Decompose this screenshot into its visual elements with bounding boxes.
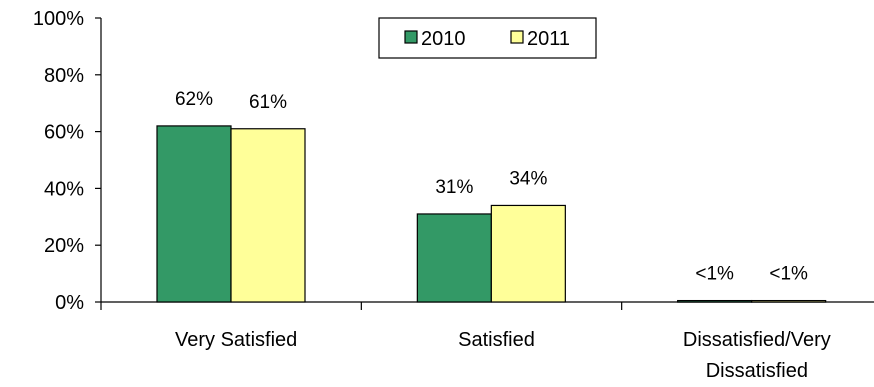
x-category-label-line: Dissatisfied	[706, 360, 808, 382]
legend-swatch-2010	[404, 30, 418, 44]
data-label: 31%	[435, 177, 473, 198]
y-tick-label: 60%	[44, 122, 84, 144]
legend: 2010 2011	[378, 17, 597, 59]
x-category-label: Dissatisfied/Very Dissatisfied	[683, 329, 831, 382]
y-tick-label: 40%	[44, 178, 84, 200]
legend-label: 2010	[421, 28, 466, 50]
bar-2010-1	[416, 213, 492, 303]
x-category-label-line: Dissatisfied/Very	[683, 329, 831, 351]
x-category-label-line: Satisfied	[458, 329, 535, 351]
y-tick-label: 0%	[55, 292, 84, 314]
x-category-label: Very Satisfied	[175, 329, 297, 351]
bar-2011-1	[490, 204, 566, 303]
data-label: <1%	[695, 264, 734, 285]
data-label: 62%	[175, 89, 213, 110]
bar-2010-0	[156, 125, 232, 303]
data-label: 61%	[249, 92, 287, 113]
y-tick-label: 80%	[44, 65, 84, 87]
y-tick-label: 20%	[44, 235, 84, 257]
x-category-label-line: Very Satisfied	[175, 329, 297, 351]
bar-2011-2	[751, 299, 827, 303]
y-tick-label: 100%	[33, 8, 84, 30]
data-label: 34%	[509, 168, 547, 189]
x-category-label: Satisfied	[458, 329, 535, 351]
bar-2011-0	[230, 128, 306, 303]
bar-2010-2	[677, 299, 753, 303]
legend-label: 2011	[527, 28, 570, 50]
axes: 0% 20% 40% 60% 80% 100% Very Satisfied Satisfie…	[33, 8, 874, 382]
data-labels: 62% 31% <1% 61% 34% <1%	[175, 89, 808, 285]
bars	[156, 125, 827, 303]
legend-swatch-2011	[510, 30, 524, 44]
data-label: <1%	[769, 264, 808, 285]
